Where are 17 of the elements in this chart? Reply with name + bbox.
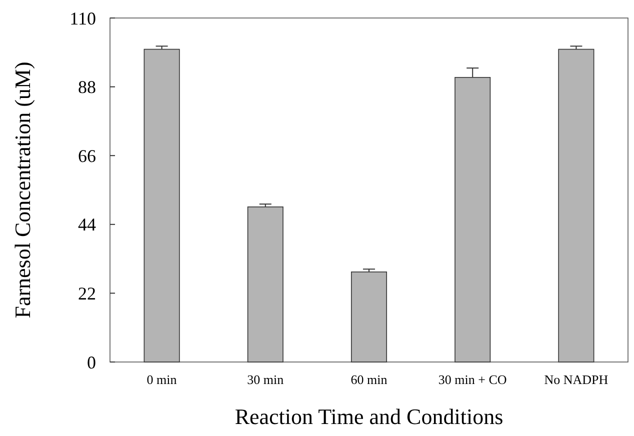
y-axis-title: Farnesol Concentration (uM) bbox=[10, 62, 35, 318]
bar bbox=[558, 48, 594, 362]
y-tick-label: 22 bbox=[78, 284, 96, 304]
bar bbox=[350, 272, 388, 362]
x-tick-label: No NADPH bbox=[544, 372, 608, 387]
y-tick-label: 0 bbox=[87, 352, 96, 372]
x-tick-label: 30 min + CO bbox=[438, 372, 507, 387]
x-axis-title: Reaction Time and Conditions bbox=[234, 404, 504, 429]
y-tick-label: 44 bbox=[78, 214, 96, 235]
x-tick-label: 60 min bbox=[350, 372, 388, 387]
x-tick-label: 0 min bbox=[146, 372, 178, 387]
y-tick-label: 66 bbox=[78, 146, 96, 166]
x-tick-label: 30 min bbox=[247, 372, 284, 387]
bar bbox=[144, 48, 180, 362]
y-tick-label: 110 bbox=[70, 8, 96, 28]
y-tick-label: 88 bbox=[78, 77, 96, 98]
bar bbox=[247, 206, 284, 362]
